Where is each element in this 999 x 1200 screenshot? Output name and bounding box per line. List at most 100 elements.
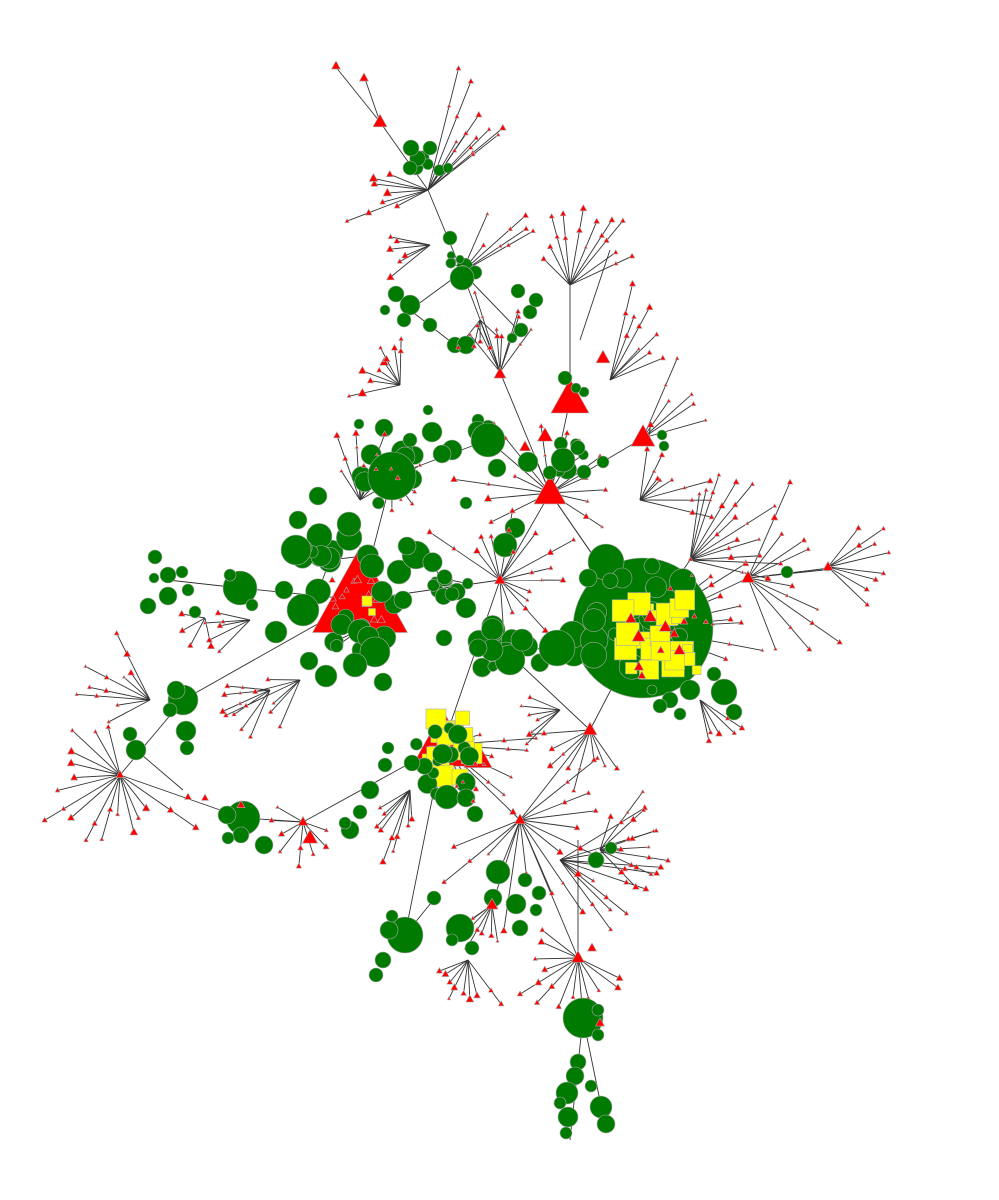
spoke-edge (665, 358, 678, 386)
spoke-edge (499, 572, 532, 581)
circle-node (604, 841, 618, 855)
circle-node (780, 565, 794, 579)
spoke-edge (473, 319, 481, 347)
leaf-triangle-node (70, 772, 79, 781)
leaf-triangle-node (725, 545, 732, 551)
leaf-triangle-node (571, 787, 577, 793)
leaf-triangle-node (446, 978, 454, 985)
spoke-edge (106, 690, 151, 701)
spoke-edge (689, 559, 743, 573)
leaf-triangle-node (560, 880, 566, 885)
triangle-node (485, 897, 499, 910)
spoke-edge (531, 567, 551, 573)
leaf-triangle-node (408, 814, 416, 822)
spoke-edge (384, 789, 411, 815)
circle-node (393, 590, 413, 610)
leaf-triangle-node (510, 548, 517, 555)
circle-node (245, 598, 259, 612)
circle-node (522, 304, 538, 320)
circle-node (673, 707, 687, 721)
triangle-node (115, 769, 125, 779)
leaf-triangle-node (703, 487, 709, 492)
spoke-edge (379, 121, 429, 191)
leaf-triangle-node (600, 524, 605, 529)
spoke-edge (728, 538, 760, 549)
circle-node (336, 511, 362, 537)
circle-node (710, 678, 738, 706)
spoke-edge (747, 505, 775, 524)
spoke-edge (500, 228, 527, 247)
cluster-circle-node (432, 743, 453, 765)
circle-node (529, 903, 543, 917)
circle-node (314, 664, 338, 688)
circle-node (125, 739, 147, 761)
leaf-triangle-node (462, 130, 469, 136)
leaf-triangle-node (381, 430, 389, 437)
leaf-triangle-node (539, 926, 546, 933)
circle-node (487, 458, 507, 478)
leaf-triangle-node (374, 452, 380, 457)
leaf-triangle-node (731, 501, 739, 508)
leaf-triangle-node (123, 649, 132, 657)
leaf-triangle-node (702, 618, 709, 624)
inner-square-node (674, 589, 695, 611)
circle-node (557, 1106, 579, 1128)
leaf-triangle-node (473, 134, 480, 140)
spoke-edge (270, 679, 301, 713)
leaf-triangle-node (467, 77, 475, 84)
square-node (368, 608, 376, 616)
circle-node (505, 893, 527, 915)
leaf-triangle-node (398, 335, 404, 341)
circle-node (254, 835, 274, 855)
spoke-edge (469, 819, 521, 862)
circle-node (359, 636, 391, 668)
leaf-triangle-node (733, 535, 741, 543)
circle-node (553, 1096, 567, 1110)
leaf-triangle-node (216, 621, 224, 629)
circle-node (421, 421, 443, 443)
leaf-triangle-node (585, 789, 592, 795)
spoke-edge (747, 577, 791, 628)
leaf-triangle-node (323, 827, 329, 833)
leaf-triangle-node (485, 211, 490, 216)
spoke-edge (480, 536, 501, 581)
leaf-triangle-node (127, 668, 135, 676)
spoke-edge (559, 859, 593, 905)
spoke-edge (729, 643, 763, 651)
spoke-edge (382, 837, 393, 862)
leaf-triangle-node (524, 747, 530, 752)
spoke-edge (689, 557, 732, 561)
spoke-edge (499, 344, 521, 373)
circle-node (221, 831, 235, 845)
spoke-edge (689, 523, 748, 561)
spoke-edge (558, 957, 579, 1007)
leaf-triangle-node (91, 819, 98, 826)
circle-node (422, 317, 438, 333)
circle-node (464, 940, 480, 956)
spoke-edge (70, 762, 121, 776)
circle-node (589, 1095, 613, 1119)
leaf-triangle-node (517, 341, 523, 346)
spoke-edge (109, 774, 121, 810)
spoke-edge (472, 127, 504, 154)
leaf-triangle-node (809, 619, 816, 626)
circle-node (397, 536, 417, 556)
circle-node (434, 784, 460, 810)
spoke-edge (531, 709, 561, 733)
circle-node (591, 1003, 605, 1017)
triangle-node (358, 72, 370, 82)
inner-triangle-node (656, 645, 665, 654)
leaf-triangle-node (115, 811, 121, 817)
leaf-triangle-node (522, 604, 529, 611)
leaf-triangle-node (612, 249, 619, 255)
circle-node (596, 455, 610, 469)
leaf-triangle-node (451, 545, 457, 551)
leaf-triangle-node (689, 508, 697, 515)
spoke-edge (362, 384, 401, 394)
spoke-edge (341, 470, 361, 501)
leaf-triangle-node (737, 603, 743, 608)
leaf-triangle-node (472, 546, 481, 554)
leaf-triangle-node (738, 724, 746, 731)
circle-node (485, 859, 511, 885)
spoke-edge (579, 208, 584, 231)
